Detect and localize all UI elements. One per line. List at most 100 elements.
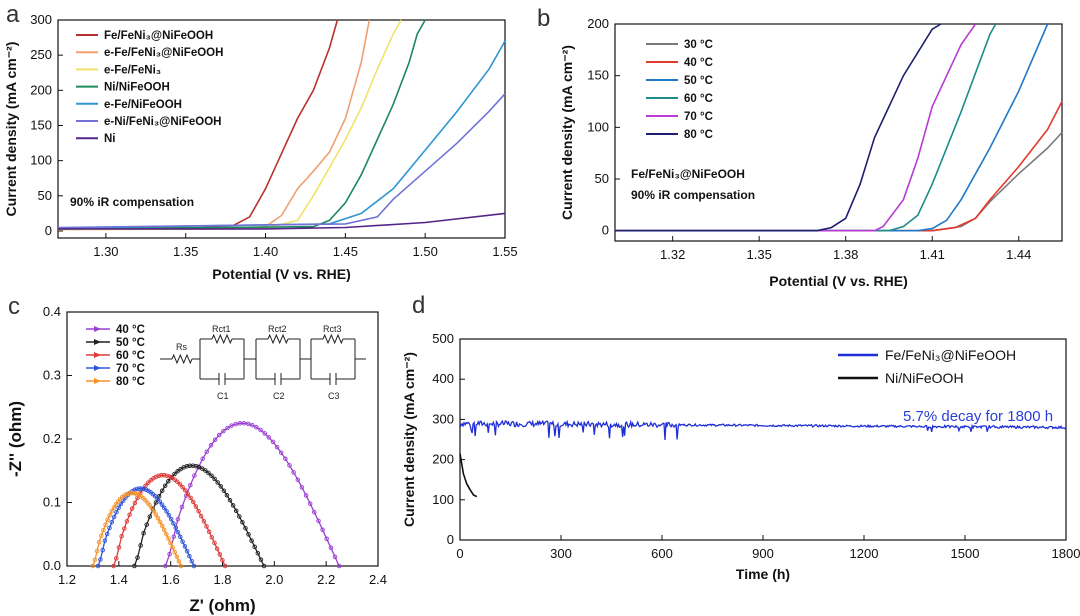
- series-point-4: [171, 521, 176, 526]
- series-point-2: [172, 471, 177, 477]
- series-point-1: [179, 504, 185, 510]
- legend-label-5: e-Fe/NiFeOOH: [104, 99, 182, 111]
- series-point-4: [180, 539, 185, 544]
- legend-label-6: e-Ni/FeNi₃@NiFeOOH: [104, 116, 222, 128]
- series-point-5: [159, 523, 165, 529]
- series-point-2: [166, 479, 171, 484]
- y-tick-label: 0: [45, 223, 52, 238]
- series-point-5: [174, 554, 180, 559]
- legend-marker-2: [94, 339, 101, 345]
- x-tick-label: 1.8: [213, 572, 231, 587]
- series-point-2: [212, 476, 217, 482]
- series-point-1: [278, 450, 284, 455]
- series-point-4: [191, 563, 197, 569]
- resistor-rct: [211, 333, 233, 345]
- series-point-3: [214, 546, 220, 551]
- series-point-3: [114, 556, 119, 561]
- y-tick-label: 0: [447, 532, 454, 547]
- series-point-3: [193, 504, 199, 509]
- series-point-1: [283, 456, 288, 462]
- series-point-1: [299, 485, 305, 490]
- series-point-3: [175, 479, 180, 484]
- series-point-1: [204, 449, 210, 454]
- series-point-3: [220, 557, 225, 563]
- series-point-1: [320, 527, 325, 533]
- panel-d: 0 300 600 900 1200 1500 1800 0 100 200 300 400 500 Ti…: [401, 331, 1080, 582]
- y-axis-label: Current density (mA cm⁻²): [559, 45, 575, 220]
- series-point-3: [188, 495, 193, 501]
- series-point-3: [156, 473, 162, 479]
- panel-c: 1.2 1.4 1.6 1.8 2.0 2.2 2.4 0.0 0.1 0.2 0.3 0.4 Z' (…: [6, 304, 387, 615]
- series-line-3: [615, 23, 1049, 232]
- series-line-4: [97, 487, 195, 567]
- series-point-4: [157, 499, 162, 504]
- series-point-5: [92, 557, 98, 563]
- x-tick-label: 1800: [1052, 546, 1080, 561]
- series-point-1: [167, 551, 172, 557]
- series-point-1: [287, 463, 292, 468]
- series-line-2: [615, 101, 1063, 232]
- x-tick-label: 1.30: [93, 244, 118, 259]
- series-point-4: [111, 514, 117, 520]
- series-line-2: [133, 465, 265, 567]
- series-point-3: [145, 480, 151, 486]
- series-point-3: [201, 518, 207, 524]
- label-capacitor: C2: [273, 391, 285, 401]
- series-point-2: [237, 514, 242, 519]
- label-capacitor: C1: [217, 391, 229, 401]
- series-point-1: [192, 473, 197, 478]
- series-point-1: [328, 545, 334, 551]
- series-point-5: [161, 527, 167, 533]
- legend-marker-4: [94, 365, 101, 371]
- series-point-3: [217, 552, 223, 557]
- legend-marker-3: [94, 352, 101, 358]
- x-tick-label: 1.44: [1006, 247, 1031, 262]
- series-line-7: [58, 212, 506, 230]
- y-axis-label: -Z'' (ohm): [6, 401, 25, 477]
- panel-letter-d: d: [412, 292, 425, 319]
- series-point-3: [185, 491, 191, 497]
- series-point-1: [188, 482, 193, 488]
- x-tick-label: 2.4: [369, 572, 387, 587]
- series-point-1: [163, 563, 168, 569]
- series-point-3: [129, 506, 135, 511]
- series-point-5: [99, 533, 104, 539]
- series-point-5: [126, 491, 131, 496]
- series-point-1: [245, 421, 251, 427]
- series-point-5: [155, 515, 161, 521]
- x-tick-label: 1.35: [173, 244, 198, 259]
- legend-label-2: Ni/NiFeOOH: [885, 370, 964, 386]
- label-capacitor: C3: [328, 391, 340, 401]
- series-point-4: [118, 501, 124, 507]
- series-point-3: [116, 545, 122, 550]
- x-tick-label: 2.0: [265, 572, 283, 587]
- series-point-1: [250, 422, 255, 428]
- series-point-4: [173, 525, 178, 530]
- y-tick-label: 0: [602, 223, 609, 238]
- x-tick-label: 1.55: [492, 244, 517, 259]
- series-point-2: [218, 484, 224, 489]
- series-line-1: [459, 419, 1067, 441]
- series-point-3: [124, 519, 130, 524]
- resistor-rct: [267, 333, 289, 345]
- x-axis-label: Time (h): [736, 566, 790, 582]
- series-point-3: [196, 508, 201, 514]
- series-point-1: [266, 435, 272, 440]
- x-tick-label: 1.38: [833, 247, 858, 262]
- series-point-4: [175, 529, 181, 535]
- series-line-6: [615, 23, 942, 232]
- series-point-3: [191, 499, 196, 505]
- series-point-5: [157, 519, 163, 525]
- series-point-4: [178, 534, 183, 540]
- y-tick-label: 100: [30, 153, 52, 168]
- series-point-1: [262, 431, 267, 436]
- series-point-4: [114, 509, 119, 515]
- series-point-3: [132, 500, 138, 506]
- series-point-4: [139, 486, 144, 491]
- resistor-rct: [322, 333, 344, 345]
- legend-label-3: 60 °C: [116, 350, 145, 362]
- y-tick-label: 200: [30, 82, 52, 97]
- x-tick-label: 1.4: [110, 572, 128, 587]
- series-point-1: [258, 427, 263, 433]
- series-point-3: [198, 513, 204, 519]
